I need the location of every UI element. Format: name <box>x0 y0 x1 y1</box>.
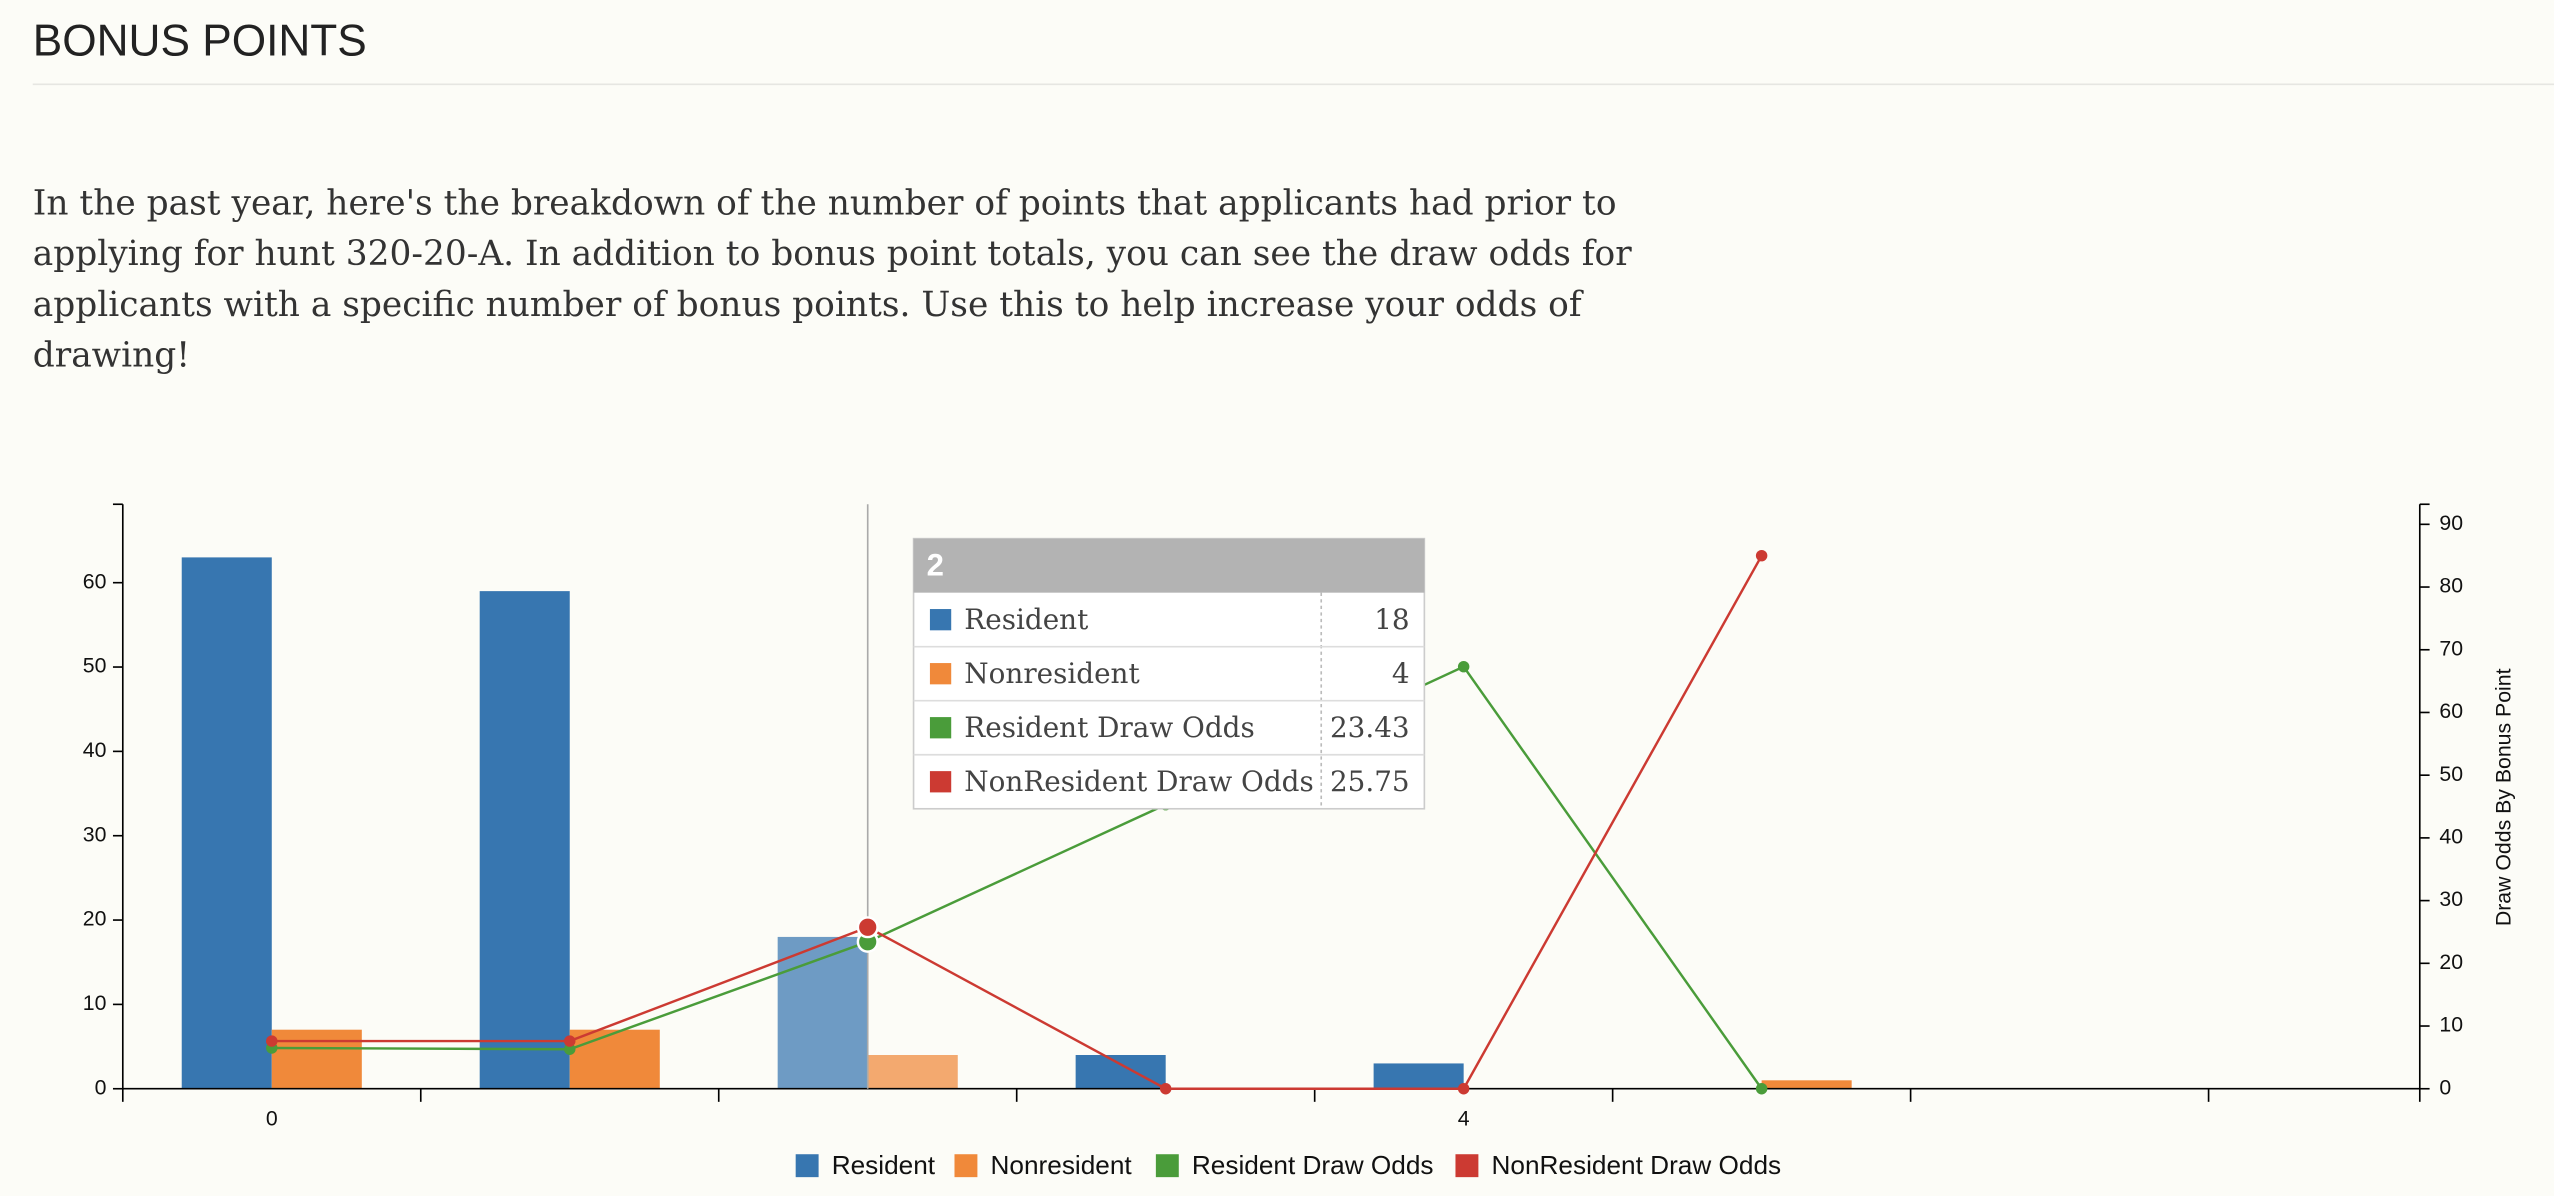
line <box>271 665 1763 1090</box>
point <box>564 1035 576 1047</box>
legend-label: NonResident Draw Odds <box>1491 1150 1781 1180</box>
tooltip-swatch <box>929 771 952 793</box>
tooltip-series-name: Nonresident <box>964 657 1139 690</box>
point <box>856 916 879 939</box>
y2-axis-label: Draw Odds By Bonus Point <box>2492 668 2516 926</box>
y2-tick-label: 20 <box>2439 950 2463 974</box>
legend-label: Resident Draw Odds <box>1192 1150 1434 1180</box>
tooltip: 2 Resident 18 Nonresident 4 Resident Draw Odd… <box>912 537 1426 810</box>
tooltip-swatch <box>929 663 952 685</box>
bar <box>1373 1063 1464 1089</box>
x-tick-label: 4 <box>1458 1106 1470 1130</box>
y2-tick-label: 50 <box>2439 762 2463 786</box>
legend-swatch <box>1155 1154 1179 1178</box>
point <box>1755 1083 1768 1095</box>
divider <box>32 83 2554 86</box>
tooltip-series-name: NonResident Draw Odds <box>964 765 1313 798</box>
point <box>1457 660 1470 673</box>
intro-text: In the past year, here's the breakdown o… <box>32 183 1632 375</box>
line <box>271 555 1763 1090</box>
bar <box>867 1055 958 1089</box>
y2-tick-label: 40 <box>2439 825 2463 849</box>
bar <box>271 1029 362 1089</box>
y2-tick-label: 80 <box>2439 574 2463 598</box>
point <box>1159 1083 1172 1095</box>
legend-label: Resident <box>832 1150 936 1180</box>
y-tick-label: 0 <box>95 1075 107 1099</box>
tooltip-value: 4 <box>1392 657 1410 690</box>
tooltip-swatch <box>929 609 952 631</box>
x-tick-label: 0 <box>266 1106 278 1130</box>
legend-swatch <box>954 1154 978 1178</box>
tooltip-series-name: Resident Draw Odds <box>964 711 1254 744</box>
tooltip-series-name: Resident <box>964 603 1088 636</box>
bar <box>181 557 272 1089</box>
legend-swatch <box>795 1154 819 1178</box>
section-title: BONUS POINTS <box>32 16 367 66</box>
y-tick-label: 30 <box>83 822 107 846</box>
bar <box>569 1029 660 1089</box>
legend-label: Nonresident <box>991 1150 1133 1180</box>
y-tick-label: 60 <box>83 569 107 593</box>
tooltip-value: 23.43 <box>1330 711 1410 744</box>
tooltip-value: 25.75 <box>1330 765 1410 798</box>
y2-tick-label: 60 <box>2439 699 2463 723</box>
tooltip-value: 18 <box>1374 603 1409 636</box>
tooltip-header <box>913 538 1425 593</box>
point <box>1457 1083 1470 1095</box>
y-tick-label: 10 <box>83 991 107 1015</box>
bar <box>1075 1055 1166 1089</box>
bar <box>777 936 868 1089</box>
tooltip-swatch <box>929 717 952 739</box>
legend-swatch <box>1455 1154 1479 1178</box>
y2-tick-label: 30 <box>2439 887 2463 911</box>
y2-tick-label: 10 <box>2439 1013 2463 1037</box>
y2-tick-label: 0 <box>2439 1075 2451 1099</box>
point <box>564 1043 576 1055</box>
point <box>1755 549 1768 562</box>
y-tick-label: 50 <box>83 654 107 678</box>
tooltip-title: 2 <box>927 548 944 583</box>
y2-tick-label: 70 <box>2439 636 2463 660</box>
point <box>266 1035 278 1047</box>
y-tick-label: 40 <box>83 738 107 762</box>
y-tick-label: 20 <box>83 907 107 931</box>
bar <box>479 591 570 1089</box>
y2-tick-label: 90 <box>2439 511 2463 535</box>
bar <box>1761 1080 1852 1089</box>
